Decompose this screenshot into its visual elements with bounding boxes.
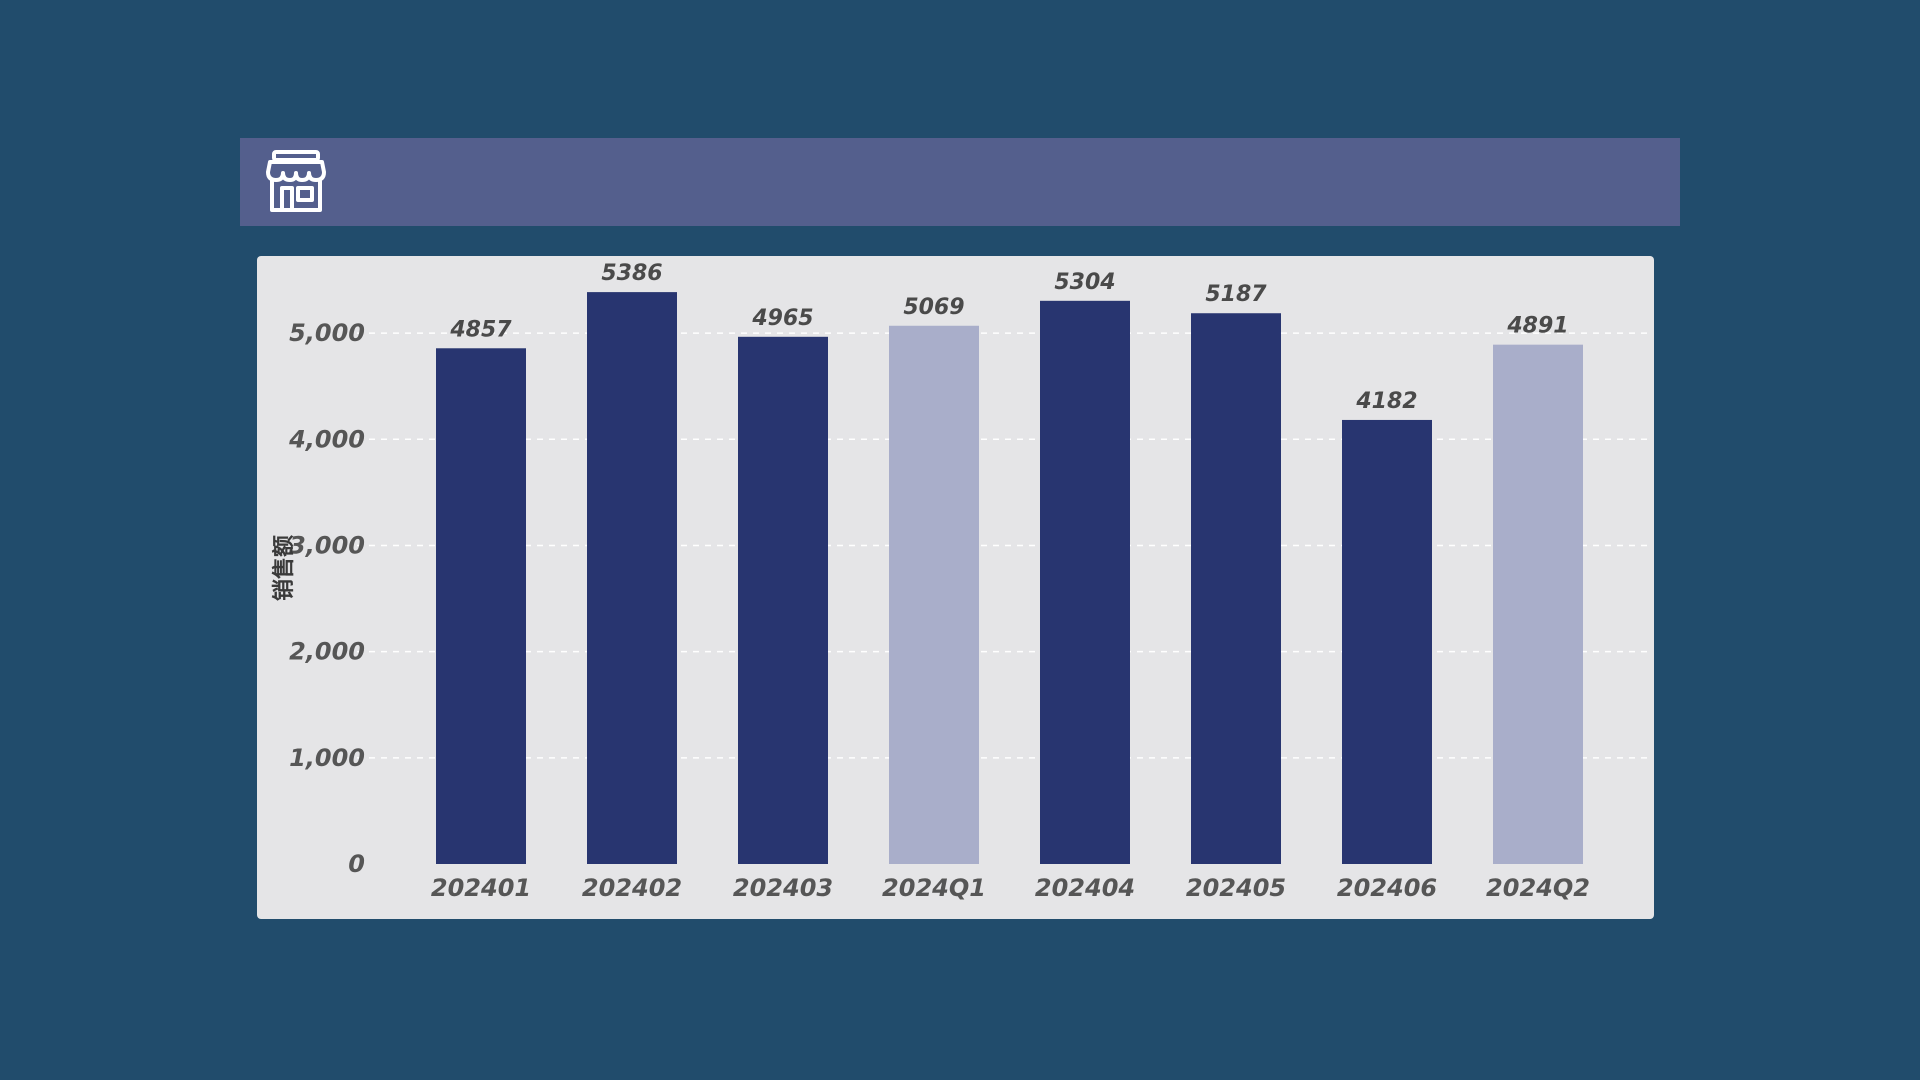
- x-tick-label-202406: 202406: [1337, 874, 1437, 902]
- data-label-2024Q1: 5069: [903, 295, 964, 320]
- bar-202404: [1040, 300, 1130, 864]
- y-tick-label: 3,000: [289, 531, 365, 559]
- data-label-202403: 4965: [751, 306, 813, 331]
- data-label-2024Q2: 4891: [1506, 314, 1568, 339]
- bar-chart: 4857 5386 4965 5069 5304 5187 4182 4891 0 1,000 2…: [271, 261, 1647, 902]
- data-label-202406: 4182: [1355, 389, 1417, 414]
- y-tick-label: 2,000: [289, 638, 365, 666]
- bar-202405: [1191, 313, 1281, 864]
- x-tick-label-202405: 202405: [1186, 874, 1286, 902]
- data-labels: 4857 5386 4965 5069 5304 5187 4182 4891: [449, 261, 1568, 414]
- grid-lines: [357, 332, 1647, 759]
- y-axis-title: 销售额: [271, 535, 297, 601]
- header-bar: [240, 138, 1680, 226]
- bars: [436, 292, 1583, 865]
- bar-202401: [436, 348, 526, 864]
- data-label-202405: 5187: [1205, 282, 1267, 307]
- store-icon: [266, 150, 326, 212]
- bar-202402: [587, 292, 677, 864]
- data-label-202401: 4857: [449, 317, 512, 342]
- bar-202406: [1342, 419, 1432, 864]
- x-tick-label-202401: 202401: [431, 874, 531, 902]
- y-tick-label: 5,000: [289, 319, 365, 347]
- data-label-202402: 5386: [601, 261, 662, 286]
- chart-card: 4857 5386 4965 5069 5304 5187 4182 4891 0 1,000 2…: [257, 256, 1654, 919]
- y-tick-label: 1,000: [289, 744, 365, 772]
- x-tick-label-2024Q1: 2024Q1: [882, 874, 986, 902]
- x-tick-label-202404: 202404: [1035, 874, 1135, 902]
- x-tick-label-202403: 202403: [733, 874, 833, 902]
- y-axis-ticks: 0 1,000 2,000 3,000 4,000 5,000: [288, 319, 365, 878]
- x-tick-label-2024Q2: 2024Q2: [1486, 874, 1590, 902]
- y-tick-label: 4,000: [288, 425, 365, 453]
- y-tick-label: 0: [348, 850, 365, 878]
- x-tick-label-202402: 202402: [582, 874, 682, 902]
- bar-2024Q1: [889, 325, 979, 864]
- bar-2024Q2: [1493, 344, 1583, 864]
- data-label-202404: 5304: [1054, 270, 1115, 295]
- x-axis-ticks: 202401 202402 202403 2024Q1 202404 202405 2024…: [431, 874, 1590, 902]
- bar-202403: [738, 336, 828, 865]
